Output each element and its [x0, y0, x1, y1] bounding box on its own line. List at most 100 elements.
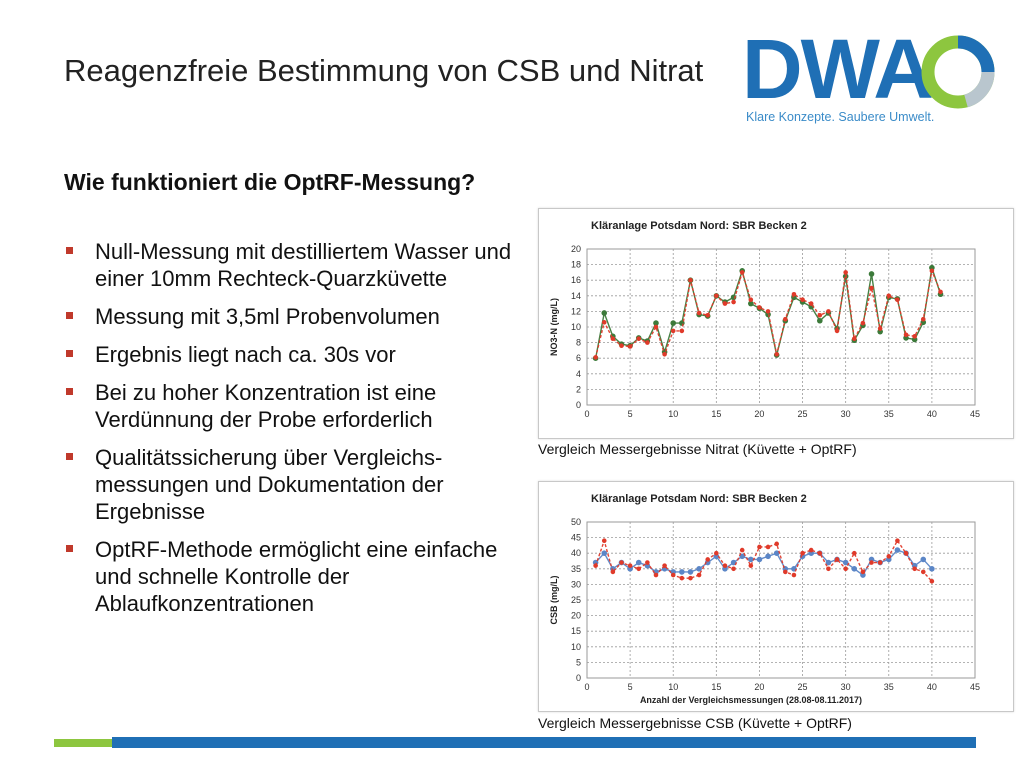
series-secondary-point [601, 310, 608, 316]
x-tick-label: 30 [841, 682, 851, 692]
series-red-point [679, 328, 685, 334]
series-red-point [757, 305, 762, 310]
series-red-point [696, 310, 702, 316]
y-tick-label: 10 [571, 322, 581, 332]
y-axis-label: NO3-N (mg/L) [549, 298, 559, 356]
series-red-point [895, 297, 900, 302]
x-tick-label: 10 [668, 409, 678, 419]
series-red-point [731, 299, 736, 305]
series-red-point [851, 336, 857, 341]
series-red-point [636, 566, 642, 572]
bullet-text: Qualitätssicherung über Vergleichs-messu… [95, 445, 444, 524]
y-tick-label: 4 [576, 369, 581, 379]
x-tick-label: 0 [584, 409, 589, 419]
series-red-point [739, 270, 745, 275]
bullet-square-icon [66, 453, 73, 460]
y-tick-label: 40 [571, 548, 581, 558]
x-tick-label: 45 [970, 682, 980, 692]
series-red-point [739, 547, 745, 553]
series-red-point [627, 344, 633, 349]
x-tick-label: 40 [927, 409, 937, 419]
y-tick-label: 12 [571, 306, 581, 316]
series-secondary-point [601, 550, 608, 556]
logo-text: DWA [742, 22, 932, 116]
series-secondary-point [635, 559, 642, 566]
chart-title: Kläranlage Potsdam Nord: SBR Becken 2 [591, 493, 807, 505]
series-red-point [869, 560, 874, 565]
series-red-point [791, 572, 797, 578]
series-red-point [731, 566, 736, 572]
y-tick-label: 35 [571, 564, 581, 574]
bullet-text: Bei zu hoher Konzentration ist eine Verd… [95, 380, 437, 432]
dwa-logo: DWA Klare Konzepte. Saubere Umwelt. [742, 22, 995, 124]
series-secondary-point [842, 559, 849, 566]
y-tick-label: 18 [571, 260, 581, 270]
x-axis-label: Anzahl der Vergleichsmessungen (28.08-08… [640, 695, 862, 705]
x-tick-label: 30 [841, 409, 851, 419]
bullet-item: Qualitätssicherung über Vergleichs-messu… [64, 444, 514, 525]
bullet-text: OptRF-Methode ermöglicht eine einfache u… [95, 537, 498, 616]
series-red-point [610, 336, 616, 341]
series-red-point [593, 563, 598, 568]
series-red-point [653, 324, 659, 330]
bullet-square-icon [66, 350, 73, 357]
series-red-point [834, 328, 840, 334]
series-red-point [869, 285, 874, 291]
series-red-point [765, 309, 771, 314]
series-red-point [817, 550, 823, 556]
y-tick-label: 25 [571, 595, 581, 605]
series-red-point [748, 297, 754, 302]
bullet-text: Null-Messung mit destilliertem Wasser un… [95, 239, 512, 291]
series-red-point [757, 544, 762, 550]
series-red-point [886, 293, 892, 299]
series-secondary-point [851, 566, 858, 572]
series-red-point [929, 578, 935, 584]
series-red-point [860, 320, 866, 326]
series-secondary-point [765, 553, 771, 560]
x-tick-label: 20 [754, 682, 764, 692]
series-red-point [886, 554, 892, 559]
series-red-point [714, 550, 719, 556]
y-tick-label: 20 [571, 611, 581, 621]
series-red-point [834, 557, 840, 562]
series-red-point [938, 289, 943, 295]
bullet-item: Messung mit 3,5ml Probenvolumen [64, 303, 514, 330]
series-red-point [903, 332, 909, 338]
y-tick-label: 16 [571, 275, 581, 285]
series-red-point [610, 569, 616, 575]
page-title: Reagenzfreie Bestimmung von CSB und Nitr… [64, 53, 704, 88]
logo-ring-icon [921, 35, 995, 109]
series-red-point [688, 575, 693, 581]
nitrate-chart: 0 2 4 6 8 10 12 14 16 18 20 0 5 10 15 20 25 30 35 40 45 Klära… [538, 208, 1014, 439]
y-tick-label: 8 [576, 338, 581, 348]
series-red-point [912, 566, 917, 572]
series-red-point [808, 301, 814, 306]
series-red-point [843, 566, 848, 572]
series-secondary-point [756, 556, 763, 563]
y-tick-label: 50 [571, 517, 581, 527]
csb-chart-caption: Vergleich Messergebnisse CSB (Küvette + … [538, 715, 852, 731]
bullet-list: Null-Messung mit destilliertem Wasser un… [64, 238, 514, 628]
y-tick-label: 14 [571, 291, 581, 301]
x-tick-label: 5 [628, 409, 633, 419]
series-red-point [800, 297, 805, 302]
series-secondary-point [920, 556, 927, 563]
series-red-point [705, 557, 711, 562]
series-red-point [783, 316, 788, 322]
series-red-point [705, 313, 711, 318]
series-secondary-point [748, 300, 754, 307]
x-tick-label: 0 [584, 682, 589, 692]
series-red-point [912, 334, 917, 339]
bullet-item: Bei zu hoher Konzentration ist eine Verd… [64, 379, 514, 433]
csb-chart: 0 5 10 15 20 25 30 35 40 45 50 0 5 10 15 20 25 30 35 40 45 Kl… [538, 481, 1014, 712]
bullet-text: Messung mit 3,5ml Probenvolumen [95, 304, 440, 329]
section-subtitle: Wie funktioniert die OptRF-Messung? [64, 169, 476, 195]
series-red-point [877, 326, 883, 331]
y-tick-label: 5 [576, 657, 581, 667]
series-red-point [800, 550, 805, 556]
series-red-point [645, 560, 650, 565]
y-tick-label: 15 [571, 626, 581, 636]
series-red-point [929, 268, 935, 274]
footer-green-bar [54, 739, 112, 747]
series-red-point [679, 575, 685, 581]
